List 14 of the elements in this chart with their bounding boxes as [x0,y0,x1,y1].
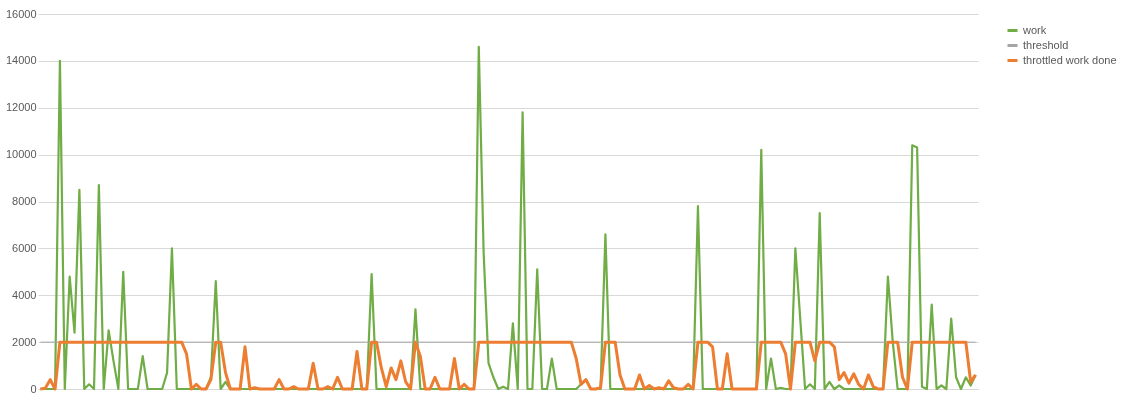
line-series [38,340,978,391]
y-tick-label: 12000 [5,101,37,114]
line-series [39,45,977,391]
legend-label: threshold [1023,38,1069,51]
legend-label: throttled work done [1023,53,1117,66]
y-tick-label: 4000 [12,288,37,301]
y-tick-label: 2000 [12,335,37,348]
y-tick-label: 16000 [5,7,37,20]
y-tick-label: 6000 [12,241,37,254]
y-tick-label: 14000 [5,54,37,67]
y-tick-label: 0 [30,382,37,395]
legend-label: work [1022,23,1047,36]
y-tick-label: 10000 [5,148,37,161]
y-tick-label: 8000 [12,195,37,207]
